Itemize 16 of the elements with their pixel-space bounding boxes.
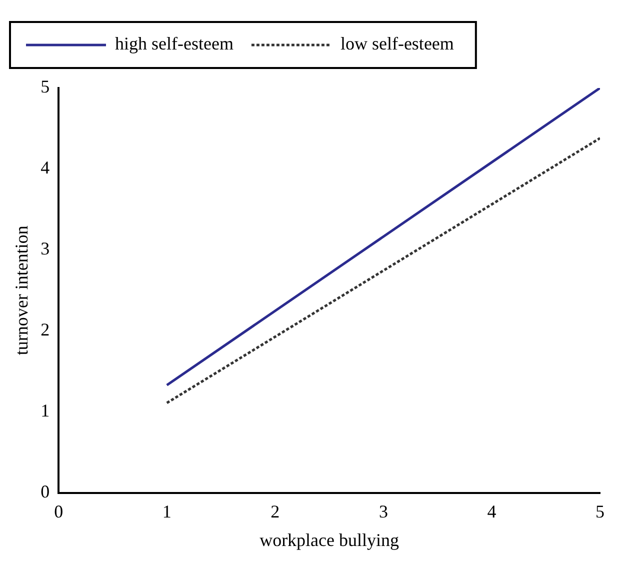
x-tick-label: 0	[54, 501, 64, 522]
x-tick-label: 3	[378, 501, 388, 522]
y-tick-label: 5	[40, 76, 50, 97]
y-tick-label: 2	[40, 320, 50, 340]
y-tick-label: 1	[40, 400, 50, 421]
x-tick-label: 5	[596, 501, 604, 522]
legend-label: low self-esteem	[340, 34, 454, 54]
y-tick-label: 0	[40, 482, 50, 502]
x-axis-title: workplace bullying	[260, 530, 400, 550]
y-tick-label: 4	[40, 158, 50, 178]
x-tick-label: 2	[270, 501, 280, 522]
legend-label: high self-esteem	[115, 34, 234, 54]
y-axis-title: turnover intention	[12, 226, 32, 356]
x-tick-label: 1	[162, 501, 172, 522]
y-tick-label: 3	[40, 238, 50, 259]
x-tick-label: 4	[487, 501, 496, 522]
